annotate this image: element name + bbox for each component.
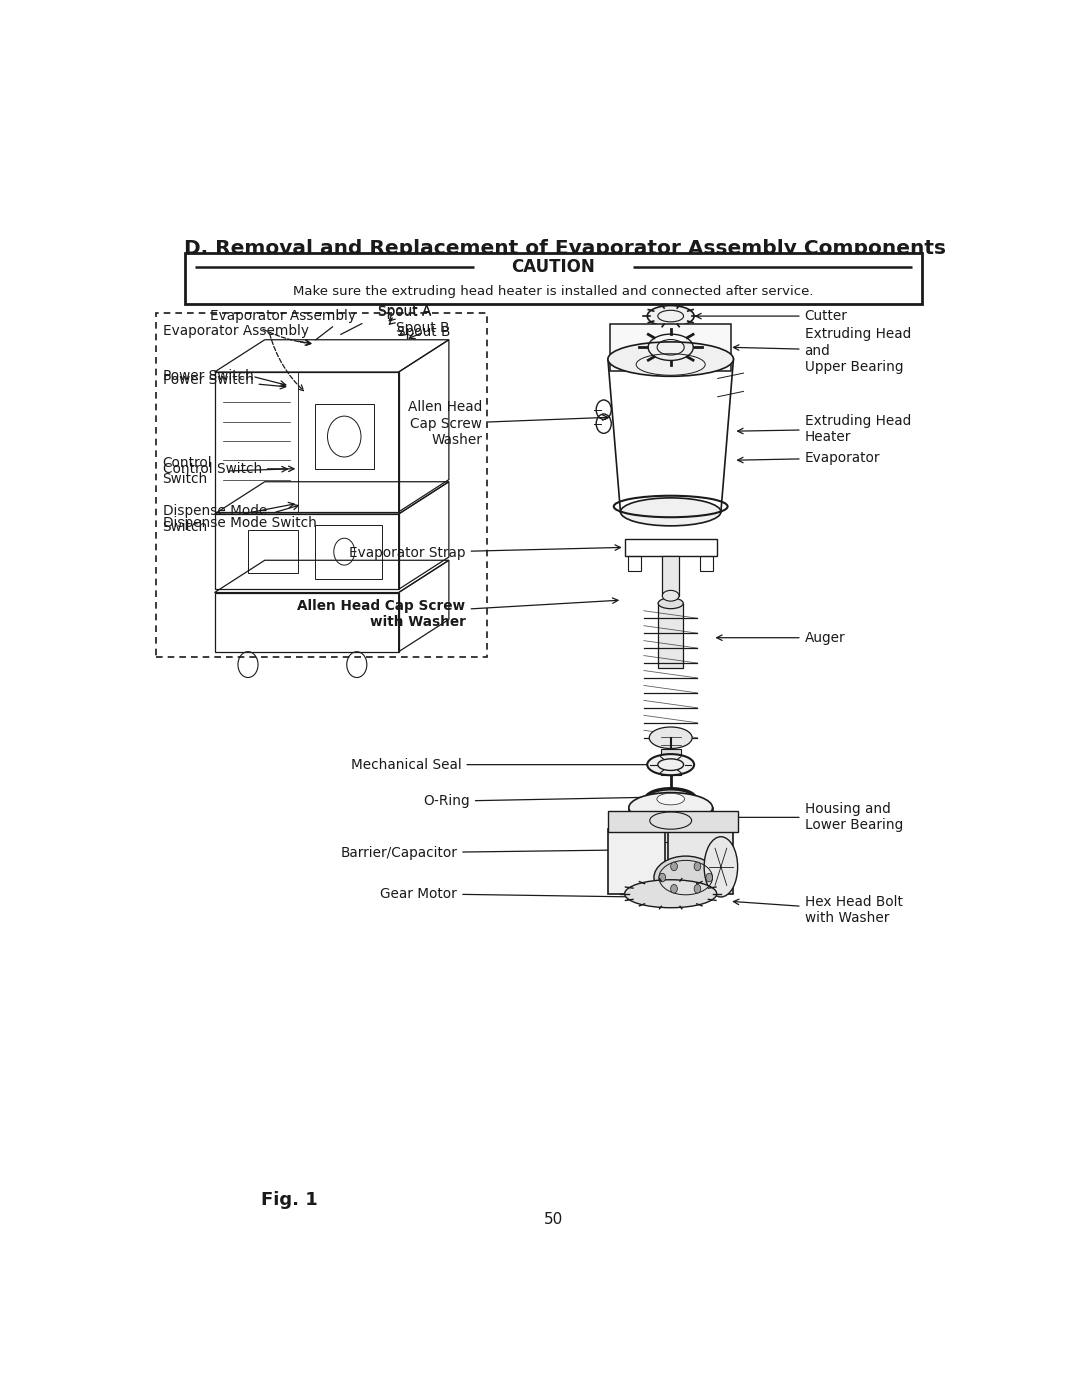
Bar [248,529,298,573]
Text: Extruding Head
Heater: Extruding Head Heater [738,414,910,444]
Ellipse shape [646,789,696,809]
Text: Hex Head Bolt
with Washer: Hex Head Bolt with Washer [733,894,903,925]
Bar [669,830,733,894]
Text: Cutter: Cutter [696,309,848,323]
Text: Extruding Head
and
Upper Bearing: Extruding Head and Upper Bearing [733,327,910,374]
Ellipse shape [647,306,694,327]
Text: Dispense Mode
Switch: Dispense Mode Switch [163,504,267,535]
Ellipse shape [662,591,679,601]
Ellipse shape [647,754,694,775]
Text: CAUTION: CAUTION [512,258,595,277]
Text: Allen Head
Cap Screw
Washer: Allen Head Cap Screw Washer [408,401,608,447]
Bar [624,539,717,556]
Circle shape [706,873,713,882]
Bar [662,556,679,595]
Bar [608,810,738,833]
Ellipse shape [653,856,717,900]
Ellipse shape [657,793,685,805]
Text: Control
Switch: Control Switch [163,455,213,486]
Circle shape [659,873,665,882]
Text: Spout A: Spout A [378,303,431,317]
Bar [661,749,680,775]
Text: Gear Motor: Gear Motor [380,887,633,901]
Text: Evaporator Assembly: Evaporator Assembly [211,309,356,323]
Ellipse shape [704,837,738,897]
Text: Barrier/Capacitor: Barrier/Capacitor [340,845,646,861]
Text: Power Switch: Power Switch [163,369,254,383]
Bar [315,404,374,469]
Text: Dispense Mode Switch: Dispense Mode Switch [163,504,316,529]
Bar [156,313,486,657]
Text: D. Removal and Replacement of Evaporator Assembly Components: D. Removal and Replacement of Evaporator… [184,239,946,258]
Ellipse shape [629,824,713,855]
Text: 50: 50 [544,1213,563,1227]
Circle shape [694,862,701,870]
Text: Evaporator Strap: Evaporator Strap [349,545,621,560]
Text: O-Ring: O-Ring [423,795,662,809]
Text: Power Switch: Power Switch [163,373,286,388]
Circle shape [694,884,701,893]
Bar [608,830,665,894]
Ellipse shape [620,497,721,525]
Bar [627,556,642,571]
Bar [186,253,922,305]
Ellipse shape [658,598,684,609]
Bar [622,830,719,842]
Text: Spout B: Spout B [397,326,450,339]
Bar [610,324,731,372]
Text: Auger: Auger [717,630,846,645]
Bar [700,556,714,571]
Circle shape [671,862,677,870]
Bar [658,604,684,668]
Bar [315,525,382,578]
Bar [629,807,713,840]
Text: Evaporator Assembly: Evaporator Assembly [163,324,311,345]
Text: Fig. 1: Fig. 1 [261,1192,319,1210]
Circle shape [671,884,677,893]
Ellipse shape [649,726,692,749]
Text: Make sure the extruding head heater is installed and connected after service.: Make sure the extruding head heater is i… [294,285,813,298]
Text: Evaporator: Evaporator [738,451,880,465]
Text: Control Switch: Control Switch [163,462,294,476]
Ellipse shape [624,880,717,908]
Text: Spout B: Spout B [396,321,449,335]
Ellipse shape [608,342,733,376]
Text: Allen Head Cap Screw
with Washer: Allen Head Cap Screw with Washer [297,598,618,629]
Text: Housing and
Lower Bearing: Housing and Lower Bearing [729,802,903,833]
Text: Mechanical Seal: Mechanical Seal [351,757,662,771]
Bar [680,847,716,882]
Text: Spout A: Spout A [378,305,431,324]
Bar [613,842,680,883]
Ellipse shape [629,792,713,823]
